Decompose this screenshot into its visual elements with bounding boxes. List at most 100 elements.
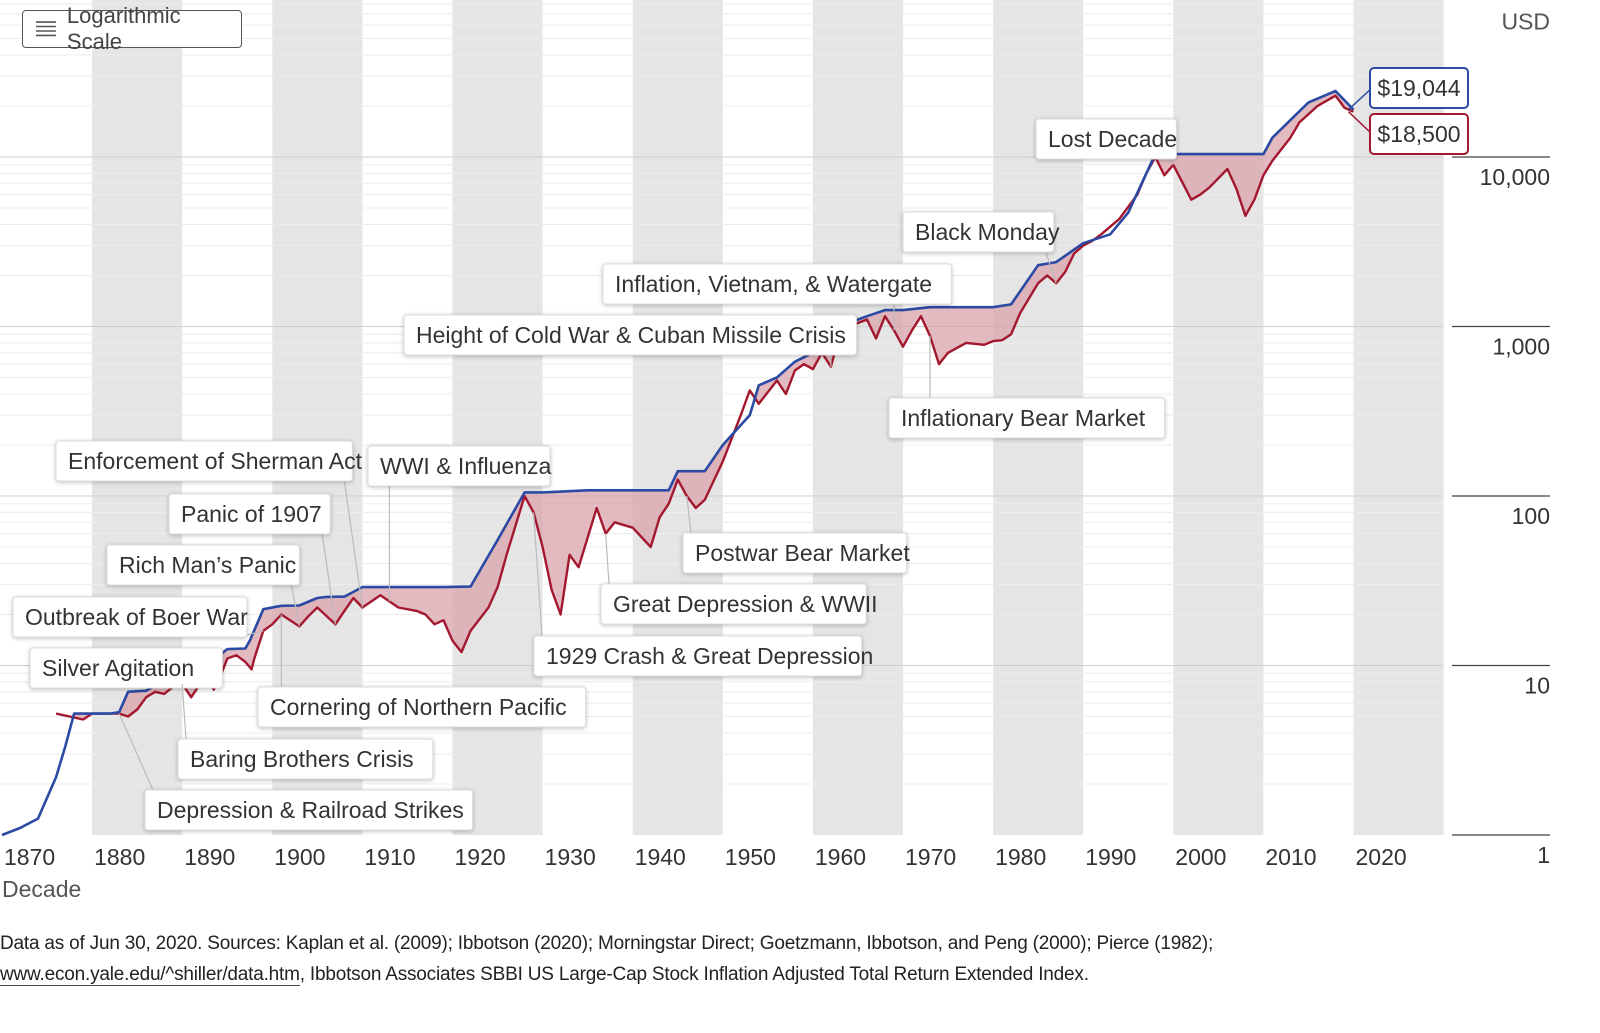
annotation-leader — [1045, 251, 1057, 284]
decade-band-1940 — [632, 0, 723, 835]
x-tick-label: 1950 — [725, 844, 776, 870]
x-tick-label: 1870 — [4, 844, 55, 870]
annotation-leader — [532, 512, 543, 637]
x-tick-label: 1960 — [815, 844, 866, 870]
list-icon — [35, 21, 56, 37]
end-label-box — [1369, 67, 1469, 109]
annotation-box — [29, 647, 223, 689]
annotation-leader — [686, 495, 692, 534]
annotation-box — [403, 314, 857, 356]
end-label-leader — [1347, 111, 1373, 135]
annotation-text: Silver Agitation — [42, 655, 194, 681]
decade-band-1960 — [812, 0, 903, 835]
drawdown-areas — [56, 91, 1354, 777]
end-labels: $19,044 $18,500 — [1347, 67, 1469, 155]
annotation-box — [257, 686, 587, 728]
annotation-box — [106, 544, 300, 586]
annotation-leader — [181, 683, 187, 740]
annotation-leader — [290, 584, 300, 627]
annotation-text: Cornering of Northern Pacific — [270, 694, 567, 720]
annotation-leader — [1167, 158, 1174, 166]
annotation-12: Height of Cold War & Cuban Missile Crisi… — [403, 314, 857, 367]
annotation-9: 1929 Crash & Great Depression — [532, 512, 873, 677]
annotation-text: Inflation, Vietnam, & Watergate — [615, 271, 932, 297]
annotation-13: Inflation, Vietnam, & Watergate — [602, 263, 952, 331]
annotation-text: Great Depression & WWII — [613, 591, 878, 617]
y-tick-label: 10 — [1524, 673, 1550, 699]
annotation-leader — [321, 533, 336, 625]
annotation-15: Black Monday — [902, 211, 1060, 284]
annotation-text: Lost Decade — [1048, 126, 1177, 152]
annotation-box — [902, 211, 1055, 253]
source-line-1: Data as of Jun 30, 2020. Sources: Kaplan… — [0, 933, 1214, 954]
x-tick-label: 1880 — [94, 844, 145, 870]
annotation-text: WWI & Influenza — [380, 453, 551, 479]
end-label-leader — [1347, 87, 1373, 111]
annotation-6: Cornering of Northern Pacific — [257, 614, 587, 728]
annotation-box — [55, 440, 353, 482]
annotation-leader — [118, 713, 154, 791]
source-note: Data as of Jun 30, 2020. Sources: Kaplan… — [0, 928, 1560, 990]
annotation-text: Panic of 1907 — [181, 501, 322, 527]
annotation-11: Postwar Bear Market — [682, 495, 910, 574]
annotation-14: Inflationary Bear Market — [888, 335, 1166, 439]
annotation-0: Silver Agitation — [29, 647, 223, 689]
x-tick-label: 1930 — [545, 844, 596, 870]
annotation-box — [602, 263, 952, 305]
current-value-line — [55, 94, 1354, 721]
y-axis-label: USD — [1501, 9, 1550, 35]
end-label-text: $19,044 — [1377, 75, 1460, 101]
annotation-box — [888, 397, 1166, 439]
annotation-box — [367, 445, 551, 487]
annotation-box — [682, 532, 908, 574]
x-tick-label: 1970 — [905, 844, 956, 870]
annotation-2: Rich Man’s Panic — [106, 544, 300, 627]
annotation-text: Baring Brothers Crisis — [190, 746, 414, 772]
current-value-label: $18,500 — [1347, 111, 1469, 155]
source-line-2-rest: , Ibbotson Associates SBBI US Large-Cap … — [299, 964, 1089, 985]
y-tick-label: 1,000 — [1492, 334, 1550, 360]
x-tick-label: 1940 — [635, 844, 686, 870]
x-tick-label: 1890 — [184, 844, 235, 870]
annotations: Silver Agitation Outbreak of Boer War Rich… — [12, 118, 1177, 831]
x-tick-label: 1990 — [1085, 844, 1136, 870]
annotation-text: 1929 Crash & Great Depression — [546, 643, 873, 669]
log-scale-toggle-button[interactable]: Logarithmic Scale — [22, 3, 242, 54]
annotation-5: WWI & Influenza — [367, 445, 551, 602]
annotation-box — [1035, 118, 1177, 160]
annotation-leader — [343, 480, 363, 608]
end-label-box — [1369, 113, 1469, 155]
y-tick-label: 100 — [1512, 503, 1550, 529]
annotation-16: Lost Decade — [1035, 118, 1177, 166]
annotation-text: Depression & Railroad Strikes — [157, 797, 464, 823]
decade-band-2000 — [1173, 0, 1264, 835]
annotation-box — [177, 738, 434, 780]
annotation-text: Inflationary Bear Market — [901, 405, 1146, 431]
annotation-box — [533, 635, 863, 677]
x-tick-label: 1980 — [995, 844, 1046, 870]
end-label-text: $18,500 — [1377, 121, 1460, 147]
annotation-text: Enforcement of Sherman Act — [68, 448, 363, 474]
annotation-text: Outbreak of Boer War — [25, 604, 248, 630]
annotation-text: Rich Man’s Panic — [119, 552, 296, 578]
annotation-4: Enforcement of Sherman Act — [55, 440, 363, 608]
max-value-label: $19,044 — [1347, 67, 1469, 111]
scale-button-label: Logarithmic Scale — [66, 3, 181, 54]
x-tick-label: 1900 — [274, 844, 325, 870]
annotation-leader — [605, 533, 610, 585]
x-axis: 1870 1880 1890 1900 1910 1920 1930 1940 1950 1960… — [2, 844, 1407, 902]
annotation-7: Baring Brothers Crisis — [177, 683, 434, 780]
x-tick-label: 1920 — [455, 844, 506, 870]
annotation-8: Depression & Railroad Strikes — [118, 713, 474, 831]
y-tick-label: 1 — [1537, 842, 1550, 868]
drawdown-fill — [56, 91, 1354, 777]
annotation-box — [144, 789, 474, 831]
shiller-link[interactable]: www.econ.yale.edu/^shiller/data.htm — [0, 964, 300, 986]
annotation-box — [12, 596, 248, 638]
y-tick-label: 10,000 — [1480, 164, 1550, 190]
x-tick-label: 1910 — [364, 844, 415, 870]
source-line-2: www.econ.yale.edu/^shiller/data.htm, Ibb… — [0, 959, 1560, 990]
annotation-1: Outbreak of Boer War — [12, 596, 264, 638]
